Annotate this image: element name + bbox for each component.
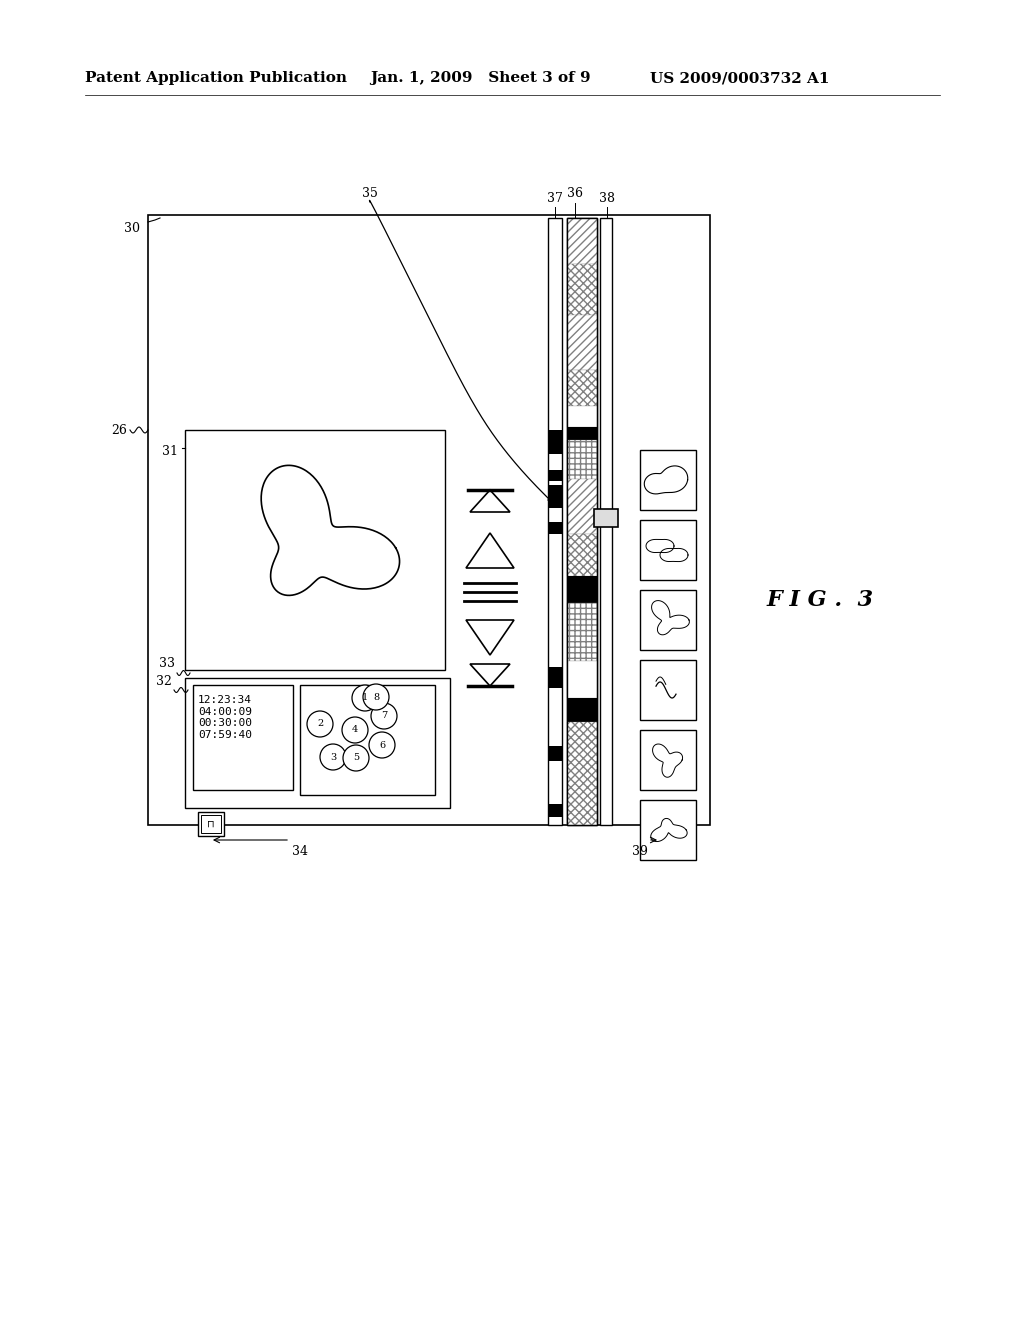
Bar (548, 746, 562, 762)
Text: 8: 8 (373, 693, 379, 701)
Bar (567, 533, 597, 576)
Text: 6: 6 (379, 741, 385, 750)
Bar (148, 215, 710, 825)
Bar (548, 804, 562, 817)
Circle shape (362, 684, 389, 710)
Bar (567, 407, 597, 428)
Bar (567, 479, 597, 533)
Bar (567, 661, 597, 697)
Text: ⊓: ⊓ (207, 818, 215, 829)
Text: 33: 33 (159, 657, 175, 671)
Text: 38: 38 (599, 191, 615, 205)
Bar (567, 440, 597, 479)
Bar (548, 430, 562, 454)
Bar (567, 264, 597, 315)
Bar (300, 685, 435, 795)
Bar (640, 800, 696, 861)
Text: 32: 32 (156, 675, 172, 688)
Bar (567, 603, 597, 661)
Text: 34: 34 (292, 845, 308, 858)
Bar (567, 218, 597, 825)
Text: 3: 3 (330, 752, 336, 762)
Text: 26: 26 (112, 424, 127, 437)
Circle shape (352, 685, 378, 711)
Text: 7: 7 (381, 711, 387, 721)
Circle shape (343, 744, 369, 771)
Bar (193, 685, 293, 789)
Text: 36: 36 (567, 187, 583, 201)
Text: F I G .  3: F I G . 3 (766, 589, 873, 611)
Bar (567, 576, 597, 603)
Bar (600, 218, 612, 825)
Text: 39: 39 (632, 845, 648, 858)
Bar (567, 428, 597, 440)
Text: 1: 1 (361, 693, 368, 702)
Bar (201, 814, 221, 833)
Bar (548, 218, 562, 825)
Circle shape (342, 717, 368, 743)
Bar (567, 218, 597, 825)
Bar (567, 697, 597, 722)
Bar (548, 484, 562, 502)
Bar (640, 450, 696, 510)
Bar (640, 660, 696, 719)
Circle shape (371, 704, 397, 729)
Text: 5: 5 (353, 754, 359, 763)
Text: US 2009/0003732 A1: US 2009/0003732 A1 (650, 71, 829, 84)
Bar (548, 667, 562, 689)
Text: 30: 30 (124, 222, 140, 235)
Text: Jan. 1, 2009   Sheet 3 of 9: Jan. 1, 2009 Sheet 3 of 9 (370, 71, 591, 84)
Circle shape (319, 744, 346, 770)
Bar (567, 315, 597, 370)
Bar (640, 730, 696, 789)
Bar (548, 470, 562, 480)
Bar (548, 498, 562, 508)
Text: 4: 4 (352, 726, 358, 734)
Bar (567, 370, 597, 407)
Bar (640, 520, 696, 579)
Circle shape (369, 733, 395, 758)
Bar (198, 812, 224, 836)
Bar (567, 722, 597, 825)
Bar (548, 521, 562, 533)
Polygon shape (261, 466, 399, 595)
Bar (594, 510, 618, 528)
Text: 31: 31 (162, 445, 178, 458)
Bar (567, 218, 597, 264)
Text: 12:23:34
04:00:09
00:30:00
07:59:40: 12:23:34 04:00:09 00:30:00 07:59:40 (198, 696, 252, 739)
Circle shape (307, 711, 333, 737)
Bar (185, 678, 450, 808)
Bar (640, 590, 696, 649)
Text: 37: 37 (547, 191, 563, 205)
Text: 2: 2 (316, 719, 324, 729)
Text: 35: 35 (362, 187, 378, 201)
Text: Patent Application Publication: Patent Application Publication (85, 71, 347, 84)
Bar (185, 430, 445, 671)
